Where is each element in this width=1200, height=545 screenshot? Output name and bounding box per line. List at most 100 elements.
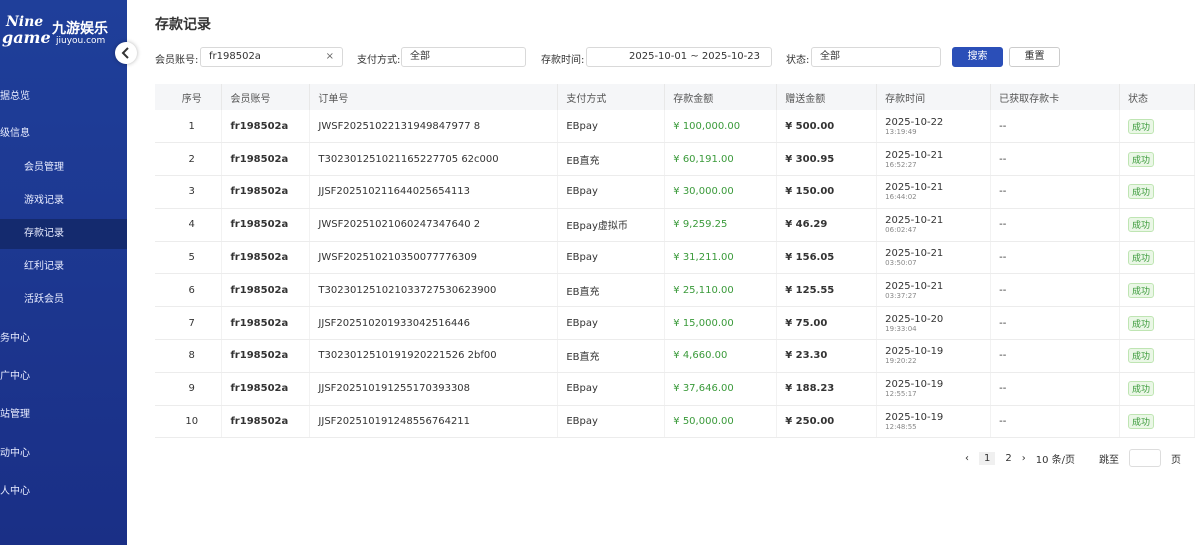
submenu-item[interactable]: 会员管理 [24,162,64,173]
date: 2025-10-21 [885,248,944,260]
cell-amount: ¥ 60,191.00 [664,142,778,177]
status-tag: 成功 [1127,414,1154,430]
table-row: 2 fr198502a T302301251021165227705 62c000 E… [155,142,1196,177]
status-tag: 成功 [1127,381,1154,397]
page-size[interactable]: 10 条/页 [1035,454,1076,466]
cell-status: 成功 [1119,142,1196,177]
cell-amount: ¥ 4,660.00 [664,339,778,373]
cell-time: 2025-10-22 13:19:49 [876,110,992,144]
status-tag: 成功 [1127,184,1154,200]
collapse-button[interactable] [115,42,137,64]
reset-button[interactable]: 重置 [1009,47,1060,67]
time: 03:50:07 [885,259,917,268]
submenu-item[interactable]: 红利记录 [24,261,64,272]
table-row: 10 fr198502a JJSF202510191248556764211 EBpa… [155,405,1196,439]
cell-status: 成功 [1119,175,1196,209]
column-header: 赠送金额 [776,84,878,110]
submenu-item[interactable]: 活跃会员 [24,294,64,305]
next-button[interactable]: › [1021,452,1026,464]
column-header: 已获取存款卡 [990,84,1120,110]
cell-status: 成功 [1119,273,1196,308]
time: 16:52:27 [885,160,917,169]
cell-order: JJSF202510191255170393308 [309,372,559,406]
cell-bonus: ¥ 125.55 [776,273,878,308]
table-row: 8 fr198502a T3023012510191920221526 2bf00 E… [155,339,1196,373]
cell-account: fr198502a [221,142,311,177]
account-input[interactable]: fr198502a × [200,47,343,67]
sidebar: Nine game 九游娱乐 jiuyou.com 据总览 级信息 会员管理 游戏记录… [0,0,127,545]
time: 12:48:55 [885,423,917,432]
cell-account: fr198502a [221,273,311,308]
status-select[interactable]: 全部 [811,47,941,67]
search-button[interactable]: 搜索 [952,47,1003,67]
menu-item[interactable]: 人中心 [0,486,30,497]
cell-card: -- [990,175,1120,209]
cell-bonus: ¥ 75.00 [776,306,878,341]
time: 12:55:17 [885,390,917,399]
cell-bonus: ¥ 250.00 [776,405,878,439]
date: 2025-10-21 [885,215,944,227]
date-to: 2025-10-23 [701,51,761,62]
cell-amount: ¥ 31,211.00 [664,241,778,275]
status-tag: 成功 [1127,315,1154,331]
cell-order: JWSF20251021060247347640 2 [309,208,559,242]
date: 2025-10-19 [885,346,944,358]
submenu-item[interactable]: 存款记录 [0,219,127,249]
time: 19:20:22 [885,357,917,366]
cell-card: -- [990,208,1120,242]
cell-amount: ¥ 9,259.25 [664,208,778,242]
jump-input[interactable] [1129,449,1162,467]
date-range[interactable]: 2025-10-01 ~ 2025-10-23 [586,47,772,67]
cell-method: EBpay虚拟币 [557,208,666,242]
cell-bonus: ¥ 150.00 [776,175,878,209]
column-header: 会员账号 [221,84,311,110]
menu-item[interactable]: 站管理 [0,409,30,420]
table-row: 6 fr198502a T302301251021033727530623900 EB… [155,273,1196,308]
column-header: 序号 [155,84,223,110]
cell-method: EBpay [557,372,666,406]
column-header: 支付方式 [557,84,666,110]
menu-item[interactable]: 务中心 [0,333,30,344]
status-value: 全部 [820,51,840,62]
prev-button[interactable]: ‹ [965,452,969,464]
cell-bonus: ¥ 156.05 [776,241,878,275]
cell-amount: ¥ 30,000.00 [664,175,778,209]
cell-time: 2025-10-21 03:50:07 [876,241,992,275]
menu-item[interactable]: 动中心 [0,448,30,459]
clear-icon[interactable]: × [325,51,334,62]
cell-card: -- [990,372,1120,406]
submenu-item[interactable]: 游戏记录 [24,195,64,206]
cell-status: 成功 [1119,372,1196,406]
menu-item[interactable]: 级信息 [0,128,30,139]
time: 13:19:49 [885,127,917,136]
cell-amount: ¥ 37,646.00 [664,372,778,406]
menu-item[interactable]: 广中心 [0,371,30,382]
cell-account: fr198502a [221,175,311,209]
date-sep: ~ [690,51,699,62]
cell-amount: ¥ 25,110.00 [664,273,778,308]
pay-select[interactable]: 全部 [401,47,526,67]
page-button[interactable]: 2 [1005,452,1012,464]
cell-order: JJSF202510191248556764211 [309,405,559,439]
column-header: 存款时间 [876,84,992,110]
cell-method: EB直充 [557,339,666,373]
cell-bonus: ¥ 46.29 [776,208,878,242]
cell-time: 2025-10-19 19:20:22 [876,339,992,373]
cell-status: 成功 [1119,208,1196,242]
time: 06:02:47 [885,226,917,235]
cell-method: EB直充 [557,142,666,177]
cell-index: 8 [155,339,223,373]
table-body: 1 fr198502a JWSF20251022131949847977 8 EBpa… [155,110,1196,439]
cell-account: fr198502a [221,339,311,373]
cell-bonus: ¥ 300.95 [776,142,878,177]
cell-card: -- [990,142,1120,177]
page-button[interactable]: 1 [979,451,996,465]
cell-index: 6 [155,273,223,308]
menu-item[interactable]: 据总览 [0,91,30,102]
page-title: 存款记录 [155,17,211,33]
table-row: 1 fr198502a JWSF20251022131949847977 8 EBpa… [155,110,1196,144]
cell-bonus: ¥ 500.00 [776,110,878,144]
account-label: 会员账号: [155,55,199,66]
column-header: 状态 [1119,84,1196,110]
